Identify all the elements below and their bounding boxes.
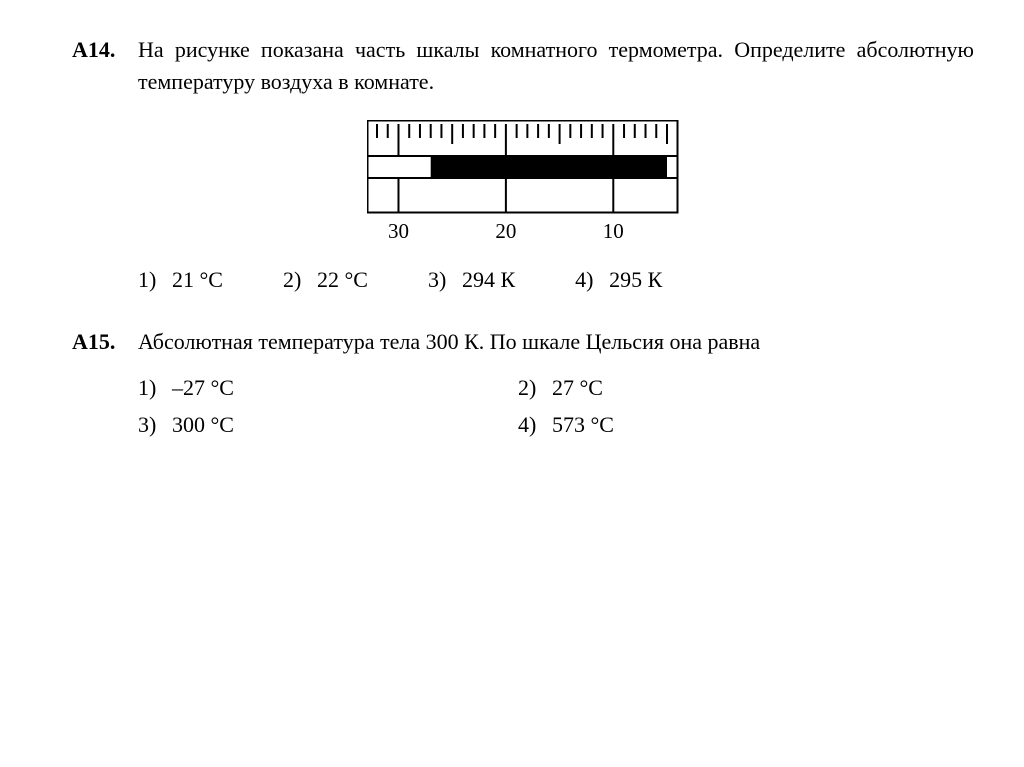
q14-option-2: 2) 22 °C [283, 264, 368, 296]
question-text: На рисунке показана часть шкалы комнатно… [138, 34, 974, 98]
option-value: 573 °C [552, 409, 614, 441]
thermometer-figure: 30 20 10 [72, 120, 974, 246]
q15-option-1: 1) –27 °C [138, 372, 478, 404]
question-14: А14. На рисунке показана часть шкалы ком… [72, 34, 974, 98]
q15-option-2: 2) 27 °C [518, 372, 858, 404]
option-value: –27 °C [172, 372, 234, 404]
option-number: 1) [138, 372, 158, 404]
q15-option-4: 4) 573 °C [518, 409, 858, 441]
page: А14. На рисунке показана часть шкалы ком… [0, 0, 1024, 441]
option-number: 1) [138, 264, 158, 296]
option-value: 295 К [609, 264, 662, 296]
q14-option-1: 1) 21 °C [138, 264, 223, 296]
option-value: 21 °C [172, 264, 223, 296]
option-number: 4) [575, 264, 595, 296]
option-number: 2) [518, 372, 538, 404]
question-number: А15. [72, 326, 128, 358]
option-number: 3) [428, 264, 448, 296]
question-number: А14. [72, 34, 128, 66]
svg-text:30: 30 [388, 219, 409, 243]
svg-text:20: 20 [495, 219, 516, 243]
question-text: Абсолютная температура тела 300 К. По шк… [138, 326, 974, 358]
option-value: 294 К [462, 264, 515, 296]
q15-options: 1) –27 °C 2) 27 °C 3) 300 °C 4) 573 °C [138, 372, 858, 442]
option-number: 4) [518, 409, 538, 441]
q14-option-3: 3) 294 К [428, 264, 515, 296]
thermometer-svg: 30 20 10 [367, 120, 679, 246]
q14-option-4: 4) 295 К [575, 264, 662, 296]
option-value: 300 °C [172, 409, 234, 441]
option-number: 3) [138, 409, 158, 441]
option-number: 2) [283, 264, 303, 296]
q14-options: 1) 21 °C 2) 22 °C 3) 294 К 4) 295 К [138, 264, 974, 296]
question-15: А15. Абсолютная температура тела 300 К. … [72, 326, 974, 358]
option-value: 22 °C [317, 264, 368, 296]
svg-text:10: 10 [603, 219, 624, 243]
q15-option-3: 3) 300 °C [138, 409, 478, 441]
option-value: 27 °C [552, 372, 603, 404]
